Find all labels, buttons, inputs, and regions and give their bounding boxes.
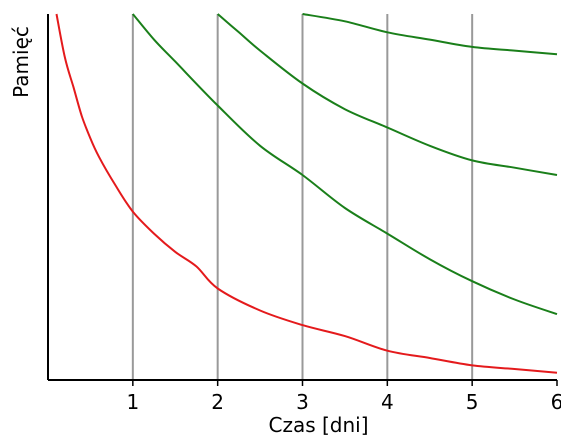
series-lines — [55, 13, 558, 374]
x-axis-title: Czas [dni] — [268, 413, 368, 437]
x-tick-label: 4 — [381, 390, 394, 414]
x-tick-label: 3 — [296, 390, 309, 414]
x-tick-label: 1 — [126, 390, 139, 414]
x-tick-label: 5 — [466, 390, 479, 414]
review-curve-line — [217, 13, 558, 176]
x-tick-label: 2 — [211, 390, 224, 414]
review-curve-line — [302, 13, 558, 56]
review-curve-line — [132, 13, 558, 316]
x-ticks: 1 2 3 4 5 6 — [126, 380, 561, 414]
y-axis-title: Pamięć — [9, 26, 33, 98]
first-curve-line — [55, 13, 558, 374]
vertical-guide-lines — [131, 14, 474, 380]
x-tick-label: 6 — [551, 390, 561, 414]
